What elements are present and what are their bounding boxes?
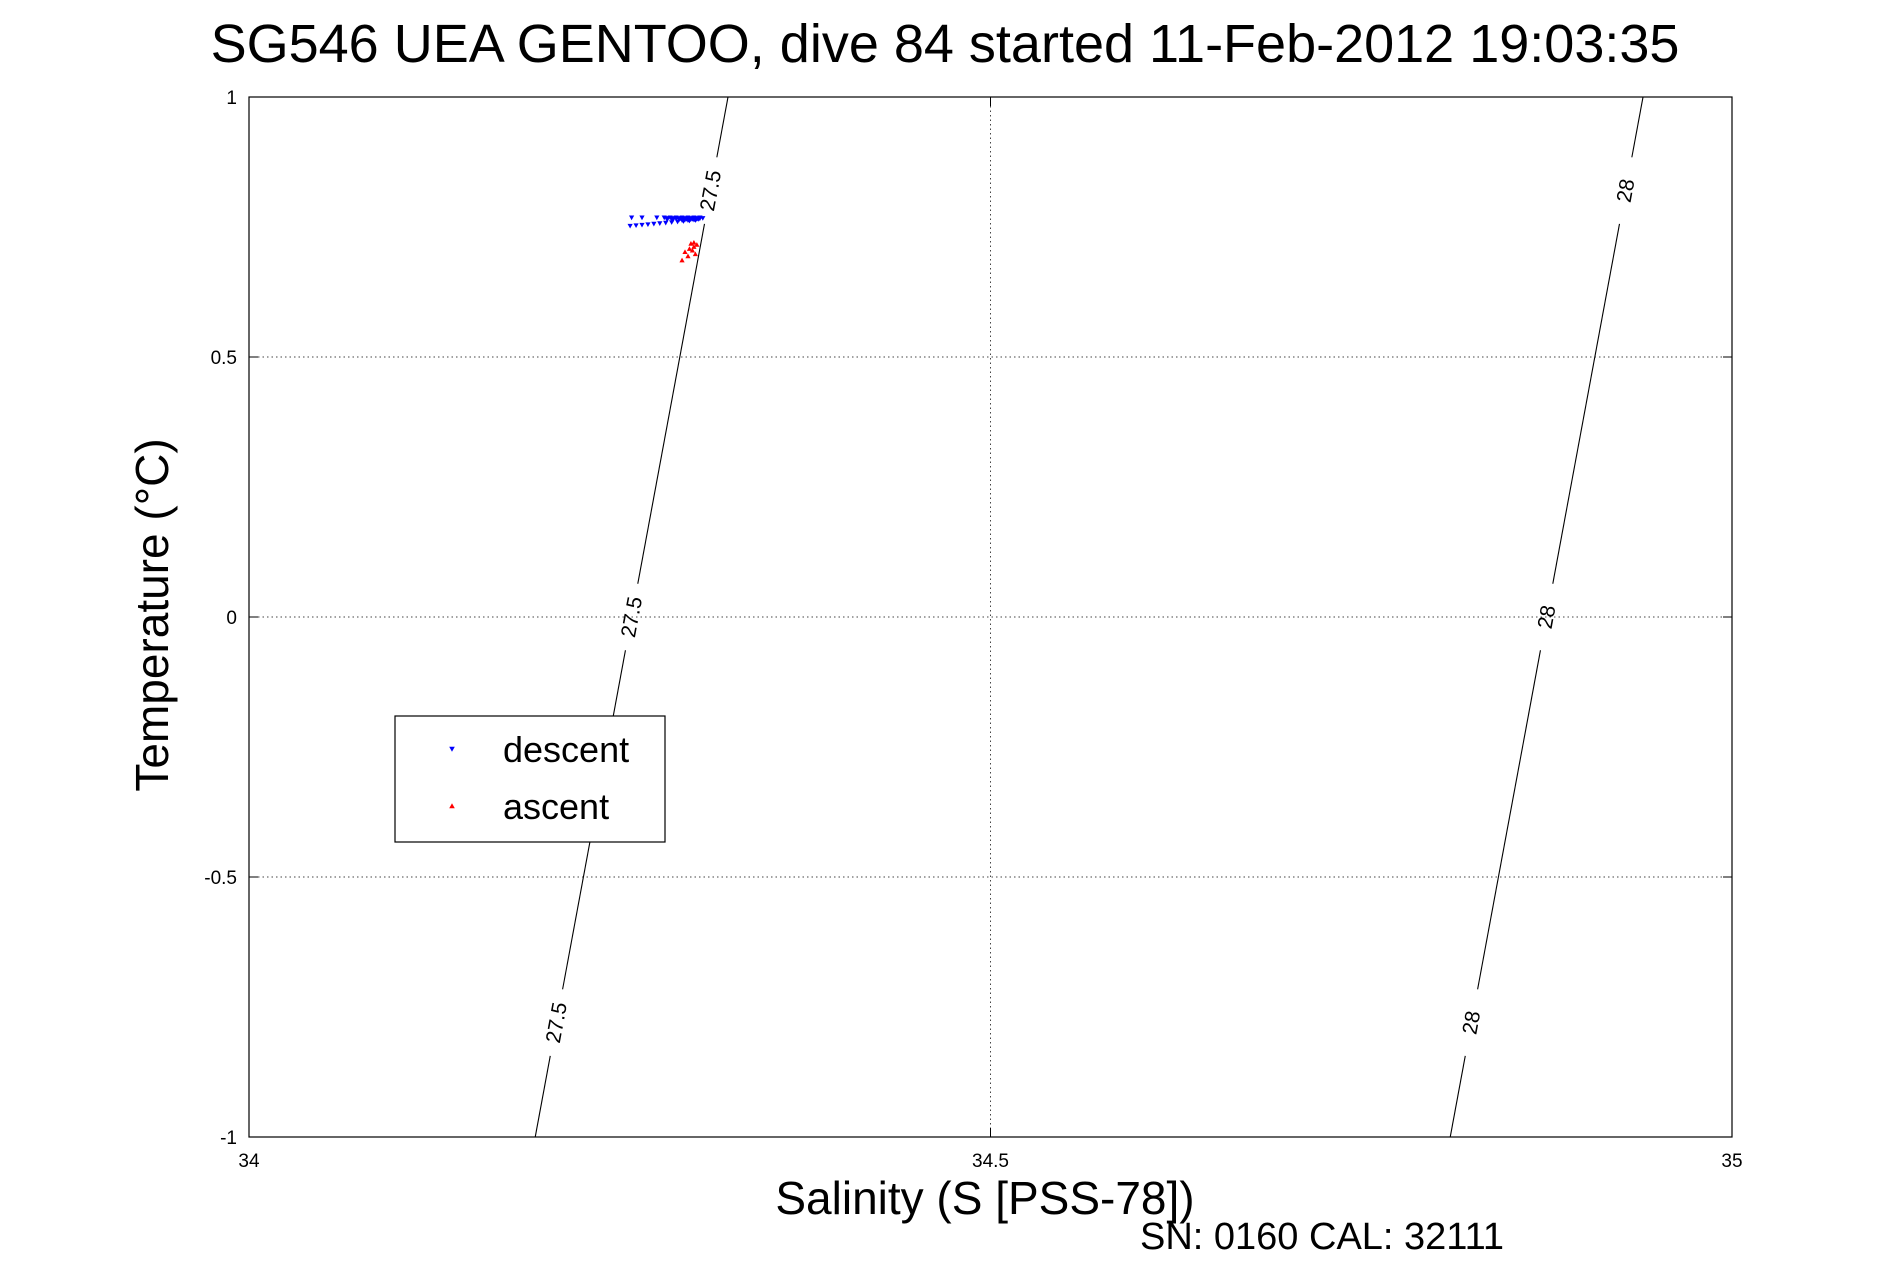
series-ascent	[679, 240, 700, 263]
descent-point	[639, 215, 645, 221]
grid-lines	[249, 97, 1732, 1137]
legend-marker-descent	[449, 746, 455, 752]
data-series	[627, 215, 706, 263]
legend-label-descent: descent	[503, 729, 629, 770]
y-tick-label: 0.5	[211, 348, 237, 369]
isopycnal-line	[716, 96, 729, 158]
ascent-point	[682, 249, 688, 255]
chart-title: SG546 UEA GENTOO, dive 84 started 11-Feb…	[211, 14, 1680, 74]
series-descent	[627, 215, 706, 229]
isopycnal-line	[1552, 223, 1621, 584]
isopycnal-label: 28	[1458, 1009, 1485, 1036]
x-tick-label: 34.5	[972, 1151, 1009, 1172]
descent-point	[669, 220, 675, 225]
descent-point	[697, 216, 703, 221]
ascent-point	[679, 257, 685, 263]
ascent-point	[691, 240, 697, 245]
axes: 34 34.5 35 -1 -0.5 0 0.5 1	[204, 88, 1742, 1172]
y-tick-label: 1	[226, 88, 237, 109]
descent-point	[633, 223, 639, 229]
isopycnal-label: 27.5	[617, 595, 647, 639]
legend-box	[394, 715, 666, 843]
descent-point	[657, 221, 663, 226]
isopycnal-label: 27.5	[696, 168, 726, 212]
ascent-point	[685, 253, 691, 259]
y-axis-label: Temperature (°C)	[126, 438, 178, 791]
isopycnal-label: 27.5	[542, 1000, 572, 1044]
y-tick-label: -0.5	[204, 868, 237, 889]
descent-point	[664, 216, 670, 221]
x-axis-label: Salinity (S [PSS-78])	[775, 1172, 1194, 1224]
ascent-point	[694, 242, 700, 247]
isopycnal-line	[534, 1055, 551, 1138]
descent-point	[651, 221, 657, 227]
descent-point	[670, 216, 676, 221]
descent-point	[673, 216, 679, 222]
x-tick-label: 35	[1721, 1151, 1742, 1172]
ascent-point	[689, 247, 696, 253]
descent-point	[679, 217, 685, 223]
descent-point	[627, 223, 633, 229]
serial-calibration-text: SN: 0160 CAL: 32111	[1140, 1216, 1504, 1258]
isopycnal-line	[1631, 96, 1644, 158]
descent-point	[639, 222, 645, 228]
isopycnal-lines: 27.5 27.5 27.5 28 28 28	[534, 96, 1644, 1138]
descent-point	[663, 220, 669, 226]
isopycnal-line	[637, 223, 706, 584]
ascent-point	[691, 244, 697, 249]
y-tick-label: 0	[226, 608, 237, 629]
y-tick-label: -1	[220, 1128, 237, 1149]
isopycnal-label: 28	[1534, 604, 1561, 631]
legend-marker-ascent	[449, 803, 455, 809]
isopycnal-label: 28	[1613, 177, 1640, 204]
descent-point	[629, 215, 635, 221]
descent-point	[685, 217, 691, 222]
descent-point	[654, 215, 660, 221]
ascent-point	[692, 251, 698, 257]
ascent-point	[686, 246, 693, 251]
descent-point	[645, 222, 651, 227]
legend-label-ascent: ascent	[503, 786, 609, 827]
legend: descent ascent	[394, 715, 666, 843]
isopycnal-line	[1449, 1055, 1466, 1138]
descent-point	[676, 216, 682, 221]
descent-point	[691, 216, 697, 222]
x-tick-label: 34	[238, 1151, 260, 1172]
isopycnal-line	[1477, 650, 1541, 990]
